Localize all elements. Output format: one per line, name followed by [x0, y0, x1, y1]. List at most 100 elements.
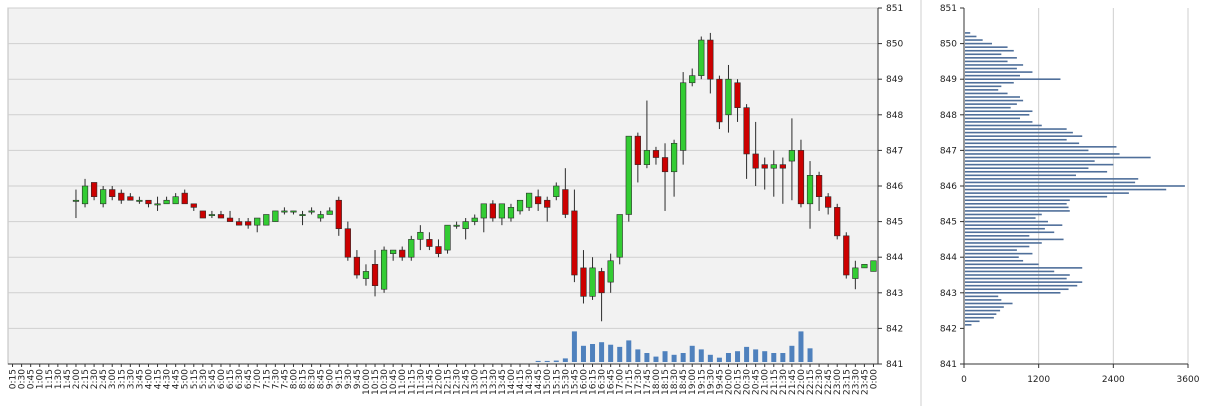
candle-body — [553, 185, 560, 197]
volume-bar — [635, 349, 641, 362]
candle-body — [489, 203, 496, 219]
candle — [100, 186, 107, 208]
x-tick-label: 9:45 — [353, 369, 363, 389]
candle-body — [100, 189, 107, 205]
candle — [571, 189, 578, 283]
candle-body — [544, 199, 551, 208]
profile-bar — [965, 170, 1108, 173]
candle — [81, 178, 89, 208]
x-tick-label: 1:00 — [36, 369, 46, 389]
profile-bar — [965, 163, 1114, 166]
x-tick-label: 14:45 — [534, 369, 544, 395]
candle-body — [290, 210, 297, 213]
x-tick-label: 13:00 — [471, 369, 481, 395]
candle-body — [652, 150, 660, 158]
profile-bar — [965, 146, 1117, 148]
candle — [72, 189, 80, 219]
candle — [861, 264, 868, 269]
candle-body — [444, 224, 451, 251]
candle — [471, 214, 478, 226]
candle — [707, 32, 714, 94]
candle-body — [136, 199, 143, 202]
candle — [544, 196, 551, 222]
candle — [507, 203, 515, 222]
profile-bar — [965, 195, 1108, 198]
profile-bar — [965, 299, 1002, 301]
candle — [589, 257, 596, 300]
y-tick-label: 845 — [886, 218, 903, 228]
profile-bar — [965, 42, 992, 45]
candle-body — [462, 221, 469, 230]
volume-bar — [626, 340, 632, 362]
x-tick-label: 2:00 — [72, 369, 82, 389]
candle — [580, 250, 587, 304]
candle-body — [245, 221, 252, 226]
profile-x-tick-label: 3600 — [1177, 375, 1200, 385]
profile-bar — [965, 46, 1008, 48]
x-tick-label: 23:00 — [833, 369, 843, 395]
candle-body — [788, 150, 796, 162]
volume-profile-bars — [965, 32, 1185, 326]
candle-body — [680, 82, 687, 151]
candle — [525, 192, 533, 211]
candle-body — [779, 164, 786, 169]
profile-bar — [965, 156, 1151, 159]
candle-body — [380, 249, 388, 290]
x-tick-label: 14:30 — [525, 369, 535, 395]
profile-bar — [965, 274, 1070, 276]
profile-bar — [965, 313, 997, 315]
profile-bar — [965, 113, 1030, 116]
candle-body — [90, 182, 98, 197]
profile-y-tick-label: 842 — [940, 324, 957, 334]
y-tick-label: 846 — [886, 182, 903, 192]
x-tick-label: 20:00 — [724, 369, 734, 395]
candle-body — [625, 135, 632, 215]
candle — [217, 210, 225, 219]
candle — [353, 250, 361, 279]
candle-body — [507, 207, 515, 219]
profile-bar — [965, 142, 1080, 145]
candle — [661, 143, 669, 211]
profile-bar — [965, 324, 972, 326]
candle-body — [199, 210, 206, 219]
candle — [109, 186, 116, 201]
profile-bar — [965, 306, 1004, 308]
x-tick-label: 14:15 — [516, 369, 526, 395]
x-tick-label: 12:00 — [434, 369, 444, 395]
candle-body — [562, 189, 569, 215]
profile-bar — [965, 121, 1033, 123]
x-tick-label: 8:00 — [289, 369, 299, 389]
candle-body — [272, 210, 279, 222]
candle — [417, 225, 424, 251]
volume-bar — [535, 360, 541, 362]
candle — [806, 161, 814, 229]
profile-bar — [965, 284, 1078, 287]
profile-bar — [965, 242, 1042, 244]
candle — [725, 64, 732, 133]
x-tick-label: 19:15 — [697, 369, 707, 395]
candle-body — [344, 228, 351, 258]
profile-bar — [965, 74, 1020, 77]
profile-y-tick-label: 849 — [940, 75, 957, 85]
profile-y-tick-label: 848 — [940, 111, 957, 121]
candle-body — [598, 271, 605, 294]
profile-x-tick-label: 1200 — [1027, 375, 1050, 385]
volume-bar — [580, 345, 586, 362]
x-tick-label: 4:30 — [163, 369, 173, 389]
candle-body — [761, 164, 768, 169]
candle — [299, 210, 306, 226]
candle-body — [208, 214, 216, 216]
candle-body — [453, 224, 460, 227]
candle-body — [308, 210, 315, 213]
profile-bar — [965, 128, 1067, 130]
candle-body — [870, 260, 877, 272]
x-tick-label: 9:15 — [335, 369, 345, 389]
candle — [235, 218, 243, 226]
y-tick-label: 841 — [886, 360, 903, 370]
candle-body — [661, 157, 669, 173]
x-tick-label: 15:45 — [570, 369, 580, 395]
x-tick-label: 21:15 — [770, 369, 780, 395]
volume-bar — [707, 354, 713, 362]
candle-body — [707, 39, 714, 80]
x-tick-label: 10:15 — [371, 369, 381, 395]
